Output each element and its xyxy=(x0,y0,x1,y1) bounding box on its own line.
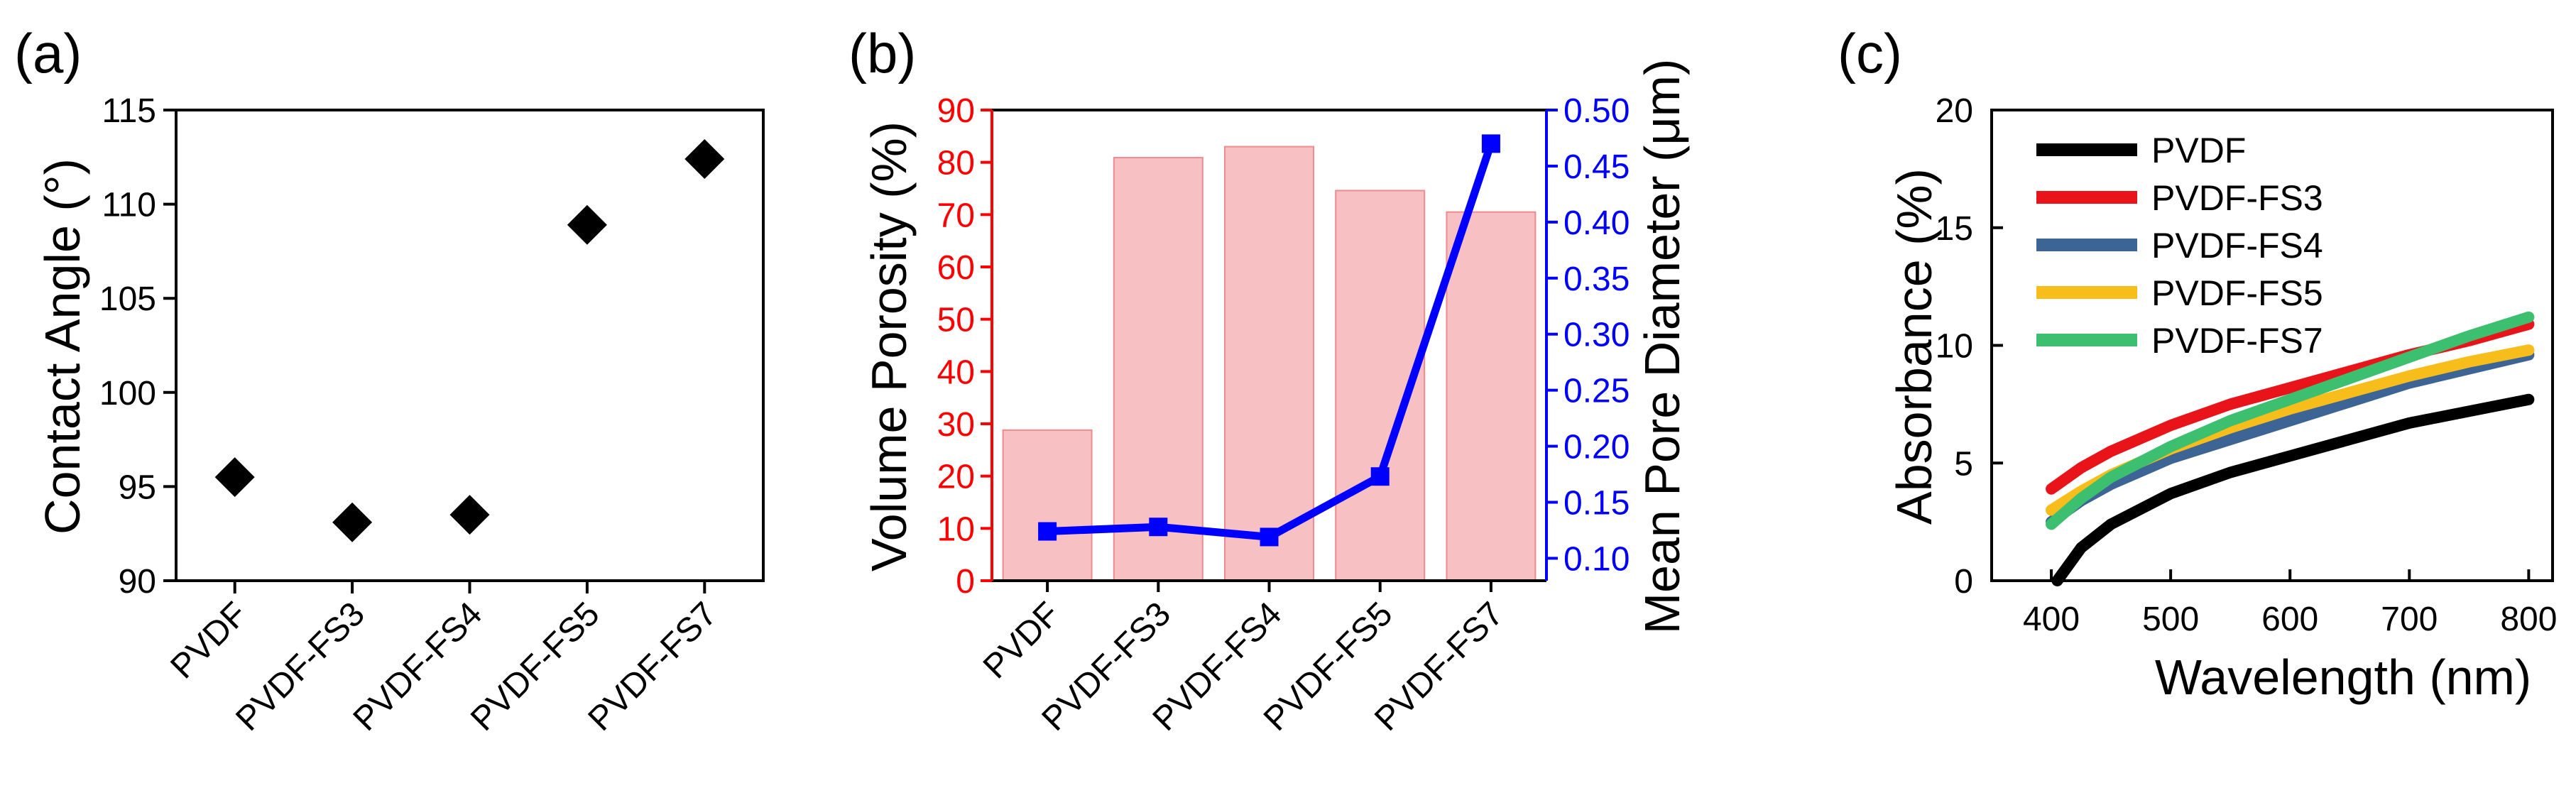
panel-a-data-point xyxy=(567,204,607,245)
panel-b-left-tick-label: 30 xyxy=(937,406,975,444)
panel-b-left-tick-label: 90 xyxy=(937,92,975,130)
panel-b-left-tick-label: 40 xyxy=(937,354,975,391)
panel-c-legend-label: PVDF xyxy=(2151,131,2246,170)
panel-a: (a) Contact Angle (°) 90 95 100 105 110 115 PV… xyxy=(14,22,765,738)
panel-a-data-point xyxy=(449,495,490,535)
panel-a-x-tick-label: PVDF xyxy=(163,595,254,686)
panel-c-x-tick-label: 500 xyxy=(2142,601,2199,638)
panel-b: (b) Volume Porosity (%) Mean Pore Diamet… xyxy=(848,22,1690,738)
panel-c-y-tick-label: 0 xyxy=(1954,563,1973,601)
panel-c-legend-label: PVDF-FS5 xyxy=(2151,273,2323,313)
panel-c-legend-label: PVDF-FS4 xyxy=(2151,226,2323,266)
panel-b-right-tick-label: 0.40 xyxy=(1563,204,1630,242)
panel-b-right-tick-label: 0.10 xyxy=(1563,540,1630,578)
panel-c-y-axis-label: Absorbance (%) xyxy=(1887,168,1942,525)
panel-c-series-line xyxy=(2051,393,2535,586)
panel-c-x-tick-label: 700 xyxy=(2381,601,2438,638)
panel-c-legend-label: PVDF-FS3 xyxy=(2151,178,2323,218)
panel-b-left-tick-label: 50 xyxy=(937,302,975,339)
panel-b-pore-diameter-marker xyxy=(1260,527,1279,547)
panel-b-left-tick-label: 80 xyxy=(937,145,975,182)
panel-a-x-tick-label: PVDF-FS7 xyxy=(582,595,725,738)
panel-b-right-tick-label: 0.45 xyxy=(1563,148,1630,186)
panel-b-left-tick-label: 60 xyxy=(937,249,975,287)
panel-b-pore-diameter-marker xyxy=(1370,467,1390,486)
panel-a-y-tick-label: 115 xyxy=(102,92,156,130)
panel-a-data-point xyxy=(332,502,373,542)
panel-c-x-tick-label: 600 xyxy=(2261,601,2318,638)
panel-a-plot-area: 9095100105110115PVDFPVDF-FS3PVDF-FS4PVDF… xyxy=(99,92,765,738)
panel-b-bar xyxy=(1002,429,1093,582)
panel-b-pore-diameter-marker xyxy=(1149,518,1168,537)
panel-a-y-tick-label: 105 xyxy=(99,280,156,318)
panel-b-left-tick-label: 0 xyxy=(956,563,975,601)
panel-c-x-tick-label: 800 xyxy=(2500,601,2557,638)
panel-c-plot-area: 400 500 600 700 800 0 5 10 15 20 PVDF PVDF-FS3 PVDF-… xyxy=(1936,92,2558,638)
panel-c-y-tick-label: 20 xyxy=(1936,92,1973,130)
panel-b-right-tick-label: 0.50 xyxy=(1563,92,1630,130)
panel-c-y-tick-label: 5 xyxy=(1954,445,1973,483)
panel-c-y-tick-label: 10 xyxy=(1936,328,1973,366)
panel-c: (c) Absorbance (%) Wavelength (nm) 400 50… xyxy=(1838,22,2557,705)
panel-c-series-line xyxy=(2046,349,2535,528)
panel-a-title: (a) xyxy=(14,22,82,84)
panel-b-pore-diameter-marker xyxy=(1038,522,1057,541)
panel-c-x-tick-label: 400 xyxy=(2023,601,2080,638)
panel-c-y-tick-label: 15 xyxy=(1936,210,1973,248)
panel-a-y-tick-label: 90 xyxy=(119,563,156,601)
panel-b-pore-diameter-marker xyxy=(1481,134,1500,153)
panel-b-title: (b) xyxy=(848,22,916,84)
panel-b-right-tick-label: 0.30 xyxy=(1563,317,1630,354)
panel-b-x-tick-label: PVDF xyxy=(976,595,1067,686)
panel-b-right-tick-label: 0.35 xyxy=(1563,261,1630,298)
panel-a-data-point xyxy=(214,457,255,498)
panel-c-series-line xyxy=(2046,311,2535,530)
panel-b-bar xyxy=(1113,157,1204,581)
panel-b-plot-area: 0 10 20 30 40 50 60 70 80 90 0.10 0.15 0.20 0.25 0.30 0… xyxy=(937,92,1630,738)
panel-b-right-tick-label: 0.20 xyxy=(1563,429,1630,466)
panel-a-y-tick-label: 95 xyxy=(119,469,156,506)
panel-b-right-tick-label: 0.25 xyxy=(1563,373,1630,410)
panel-a-y-tick-label: 100 xyxy=(99,375,156,412)
panel-a-data-point xyxy=(684,138,725,179)
panel-b-left-tick-label: 70 xyxy=(937,197,975,234)
panel-c-title: (c) xyxy=(1838,22,1902,84)
panel-c-legend-label: PVDF-FS7 xyxy=(2151,321,2323,361)
panel-b-left-y-axis-label: Volume Porosity (%) xyxy=(861,121,917,571)
panel-b-right-tick-label: 0.15 xyxy=(1563,485,1630,522)
panel-a-y-axis-label: Contact Angle (°) xyxy=(35,158,90,535)
panel-a-y-tick-label: 110 xyxy=(102,187,156,224)
panel-b-right-y-axis-label: Mean Pore Diameter (μm) xyxy=(1634,59,1690,635)
panel-b-left-tick-label: 20 xyxy=(937,459,975,496)
panel-b-bar xyxy=(1446,211,1537,581)
panel-b-bar xyxy=(1224,146,1314,582)
panel-c-x-axis-label: Wavelength (nm) xyxy=(2155,650,2531,705)
panel-b-left-tick-label: 10 xyxy=(937,510,975,548)
